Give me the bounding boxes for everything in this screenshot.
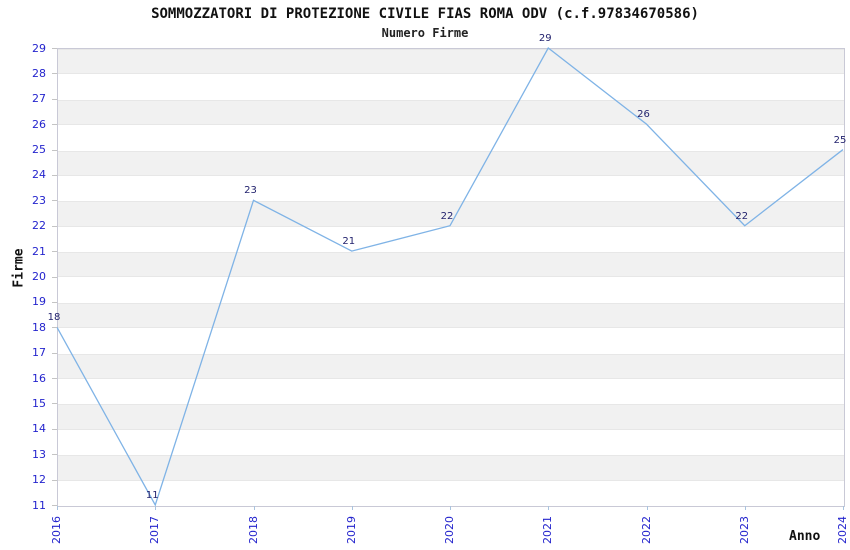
x-axis-title: Anno (789, 529, 821, 544)
y-tick-label: 22 (32, 219, 46, 233)
point-value-label: 23 (244, 185, 257, 197)
y-tick-mark (52, 73, 57, 75)
plot-area (57, 48, 845, 507)
x-tick-label: 2022 (639, 516, 653, 544)
y-tick-label: 24 (32, 168, 46, 182)
point-value-label: 26 (637, 109, 650, 121)
point-value-label: 11 (145, 490, 159, 501)
y-tick-mark (52, 48, 57, 49)
y-tick-label: 18 (32, 320, 46, 334)
point-value-label: 18 (47, 312, 61, 324)
x-tick-mark (548, 506, 550, 510)
y-tick-label: 26 (32, 117, 46, 131)
point-value-label: 21 (342, 236, 356, 248)
x-tick-mark (646, 506, 648, 510)
y-tick-label: 11 (32, 498, 46, 512)
y-tick-mark (52, 327, 57, 329)
y-tick-label: 14 (32, 422, 46, 436)
x-tick-label: 2018 (246, 516, 260, 544)
y-tick-label: 29 (32, 41, 46, 55)
point-value-label: 29 (538, 33, 552, 44)
grid-band (58, 302, 844, 329)
y-tick-mark (52, 251, 57, 253)
y-tick-mark (52, 149, 57, 151)
x-tick-mark (253, 506, 255, 510)
y-tick-label: 16 (32, 371, 46, 385)
y-tick-label: 25 (32, 143, 46, 157)
x-tick-mark (155, 506, 157, 510)
x-tick-label: 2021 (541, 516, 555, 544)
y-tick-label: 17 (32, 346, 46, 360)
x-tick-mark (450, 506, 451, 510)
y-tick-mark (52, 403, 57, 405)
x-tick-label: 2023 (737, 516, 751, 544)
grid-band (58, 404, 844, 430)
y-tick-mark (52, 505, 57, 506)
y-tick-mark (52, 428, 57, 430)
y-tick-mark (52, 352, 57, 354)
y-tick-label: 13 (32, 447, 46, 461)
y-tick-mark (52, 479, 57, 481)
y-tick-mark (52, 454, 57, 456)
point-value-label: 22 (735, 210, 749, 222)
x-tick-label: 2024 (836, 516, 849, 544)
grid-band (58, 201, 844, 227)
y-tick-mark (52, 225, 57, 227)
x-tick-label: 2020 (443, 516, 456, 544)
y-tick-mark (52, 200, 57, 202)
y-tick-label: 23 (32, 193, 46, 207)
point-value-label: 22 (440, 210, 454, 222)
x-tick-label: 2019 (344, 516, 358, 544)
y-tick-mark (52, 98, 57, 100)
y-tick-label: 12 (32, 473, 46, 487)
x-tick-label: 2017 (148, 516, 162, 544)
data-line-layer (56, 47, 844, 507)
y-tick-label: 19 (32, 295, 46, 309)
y-tick-label: 21 (32, 244, 46, 258)
y-tick-mark (52, 378, 57, 380)
x-tick-label: 2016 (50, 516, 63, 544)
x-tick-mark (843, 506, 844, 510)
grid-band (58, 455, 844, 481)
y-tick-label: 15 (32, 396, 46, 410)
grid-band (58, 252, 844, 278)
chart-title: SOMMOZZATORI DI PROTEZIONE CIVILE FIAS R… (151, 6, 699, 22)
x-tick-mark (744, 506, 746, 510)
y-tick-mark (52, 174, 57, 176)
y-tick-mark (52, 124, 57, 126)
data-line (56, 47, 844, 507)
grid-band (58, 150, 844, 176)
y-tick-mark (52, 276, 57, 278)
point-value-label: 25 (833, 134, 847, 146)
y-tick-label: 27 (32, 92, 46, 106)
x-tick-mark (351, 506, 353, 510)
y-tick-mark (52, 301, 57, 303)
y-tick-label: 20 (32, 270, 46, 283)
grid-band (58, 49, 844, 75)
chart-subtitle: Numero Firme (381, 26, 469, 40)
grid-band (58, 353, 844, 380)
y-tick-label: 28 (32, 66, 46, 80)
grid-band (58, 99, 844, 126)
x-tick-mark (57, 506, 58, 510)
